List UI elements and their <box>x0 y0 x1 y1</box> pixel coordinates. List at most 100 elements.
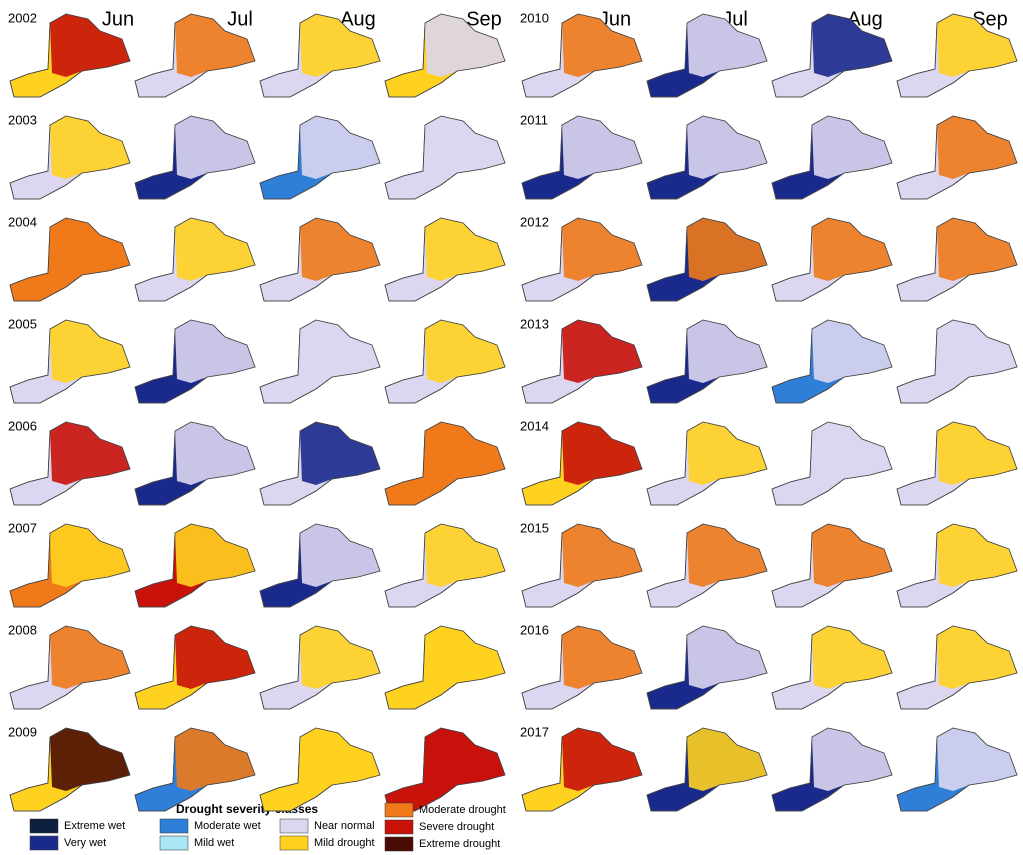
legend-label: Moderate drought <box>419 804 506 816</box>
map <box>135 218 255 301</box>
map-region <box>812 320 892 383</box>
map-region <box>562 422 642 485</box>
year-label: 2015 <box>520 520 549 535</box>
map <box>260 728 380 811</box>
legend-label: Extreme wet <box>64 820 125 832</box>
legend-swatch <box>385 837 413 851</box>
year-label: 2017 <box>520 724 549 739</box>
legend-swatch <box>30 819 58 833</box>
map-region <box>562 218 642 281</box>
map-region <box>687 422 767 485</box>
map <box>385 728 505 811</box>
map <box>522 116 642 199</box>
map-region <box>562 524 642 587</box>
map <box>897 218 1017 301</box>
map-region <box>687 14 767 77</box>
legend-swatch <box>30 836 58 850</box>
map <box>385 422 505 505</box>
year-label: 2005 <box>8 316 37 331</box>
map-region <box>812 218 892 281</box>
map-region <box>175 524 255 587</box>
map-region <box>300 116 380 179</box>
map-region <box>175 626 255 689</box>
map <box>260 116 380 199</box>
map-region <box>175 218 255 281</box>
map <box>772 524 892 607</box>
map-region <box>425 218 505 281</box>
map <box>897 422 1017 505</box>
map-region <box>50 626 130 689</box>
map-region <box>562 320 642 383</box>
map <box>135 320 255 403</box>
month-label: Jun <box>102 8 134 30</box>
legend-label: Moderate wet <box>194 820 261 832</box>
map <box>772 626 892 709</box>
year-label: 2012 <box>520 214 549 229</box>
year-label: 2006 <box>8 418 37 433</box>
map <box>522 320 642 403</box>
year-label: 2003 <box>8 112 37 127</box>
map-region <box>50 728 130 791</box>
map <box>772 116 892 199</box>
map-region <box>50 524 130 587</box>
map-region <box>812 422 892 485</box>
map <box>897 524 1017 607</box>
map <box>647 524 767 607</box>
map <box>647 116 767 199</box>
map <box>135 524 255 607</box>
map-region <box>937 320 1017 383</box>
map <box>522 524 642 607</box>
map <box>772 320 892 403</box>
map-region <box>300 626 380 689</box>
map-region <box>687 728 767 791</box>
map-region <box>937 524 1017 587</box>
map <box>385 320 505 403</box>
map <box>260 422 380 505</box>
map <box>135 626 255 709</box>
map-region <box>175 728 255 791</box>
year-label: 2014 <box>520 418 549 433</box>
year-label: 2004 <box>8 214 37 229</box>
legend-swatch <box>385 820 413 834</box>
map-region <box>812 524 892 587</box>
legend-label: Very wet <box>64 837 106 849</box>
map <box>522 422 642 505</box>
map-region <box>50 218 130 281</box>
map <box>10 422 130 505</box>
map-region <box>562 116 642 179</box>
map <box>10 626 130 709</box>
map-region <box>937 728 1017 791</box>
figure: Drought severity classes JunJulAugSep200… <box>0 0 1023 855</box>
map-region <box>425 422 505 485</box>
year-label: 2013 <box>520 316 549 331</box>
map <box>522 626 642 709</box>
map-region <box>300 728 380 791</box>
map-region <box>812 626 892 689</box>
map <box>772 218 892 301</box>
map <box>135 116 255 199</box>
map <box>647 422 767 505</box>
map-region <box>175 116 255 179</box>
map <box>10 320 130 403</box>
map-region <box>687 524 767 587</box>
legend-swatch <box>280 836 308 850</box>
map-region <box>937 218 1017 281</box>
map <box>772 422 892 505</box>
map <box>897 116 1017 199</box>
map <box>10 116 130 199</box>
map-region <box>300 422 380 485</box>
map <box>10 524 130 607</box>
map-region <box>425 626 505 689</box>
map-region <box>50 422 130 485</box>
map <box>897 626 1017 709</box>
map <box>647 218 767 301</box>
legend-swatch <box>385 803 413 817</box>
map-region <box>425 320 505 383</box>
map-region <box>812 728 892 791</box>
map-region <box>175 320 255 383</box>
map-region <box>300 218 380 281</box>
map-region <box>687 626 767 689</box>
legend-label: Mild wet <box>194 837 234 849</box>
legend-swatch <box>160 836 188 850</box>
year-label: 2007 <box>8 520 37 535</box>
